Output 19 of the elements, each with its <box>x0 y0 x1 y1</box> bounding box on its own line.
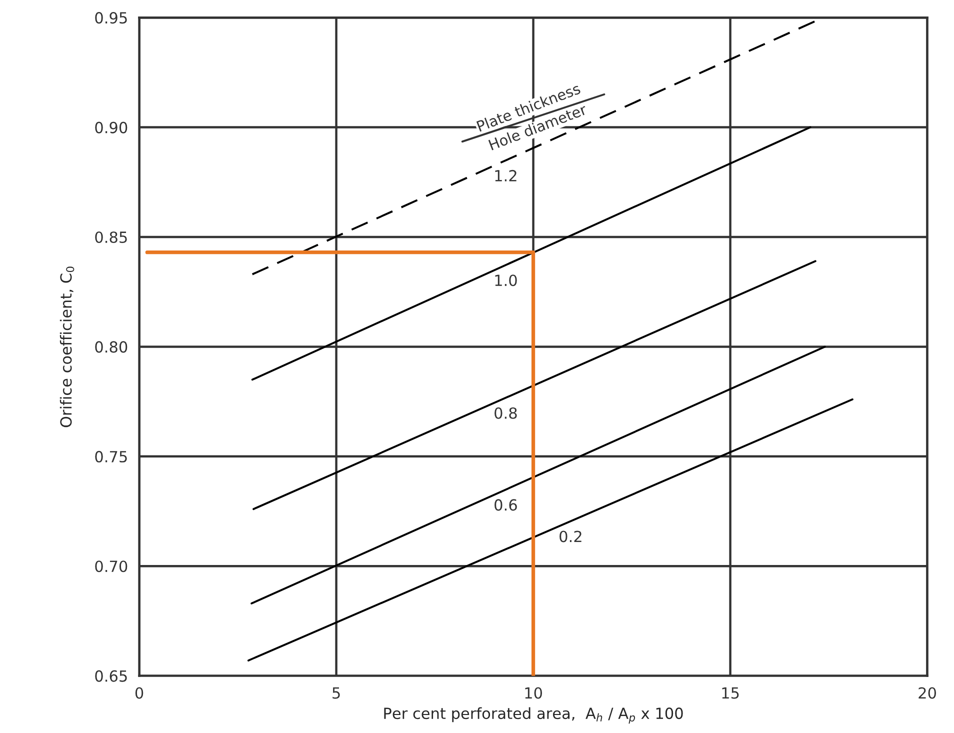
x-axis-title: Per cent perforated area, A$_{h}$ / A$_{p}$ x 100 <box>384 707 683 724</box>
x-tick-label: 20 <box>918 687 936 699</box>
y-tick-label: 0.75 <box>95 450 127 462</box>
series-label: 1.2 <box>495 170 516 182</box>
series-label: 0.2 <box>560 530 582 542</box>
y-tick-label: 0.90 <box>95 122 128 134</box>
series-label: 0.8 <box>494 407 517 419</box>
y-tick-label: 0.95 <box>95 12 127 24</box>
x-tick-label: 15 <box>722 687 739 699</box>
series-label: 1.0 <box>495 274 517 286</box>
x-tick-label: 10 <box>525 687 542 699</box>
y-axis-title: Orifice coefficient, C$_{0}$ <box>60 266 74 428</box>
y-tick-label: 0.70 <box>95 560 128 572</box>
y-tick-label: 0.80 <box>95 341 128 353</box>
y-tick-label: 0.85 <box>95 231 127 244</box>
y-tick-label: 0.65 <box>95 670 127 682</box>
x-tick-label: 5 <box>332 687 340 699</box>
x-tick-label: 0 <box>135 687 144 699</box>
series-label: 0.6 <box>494 499 517 511</box>
